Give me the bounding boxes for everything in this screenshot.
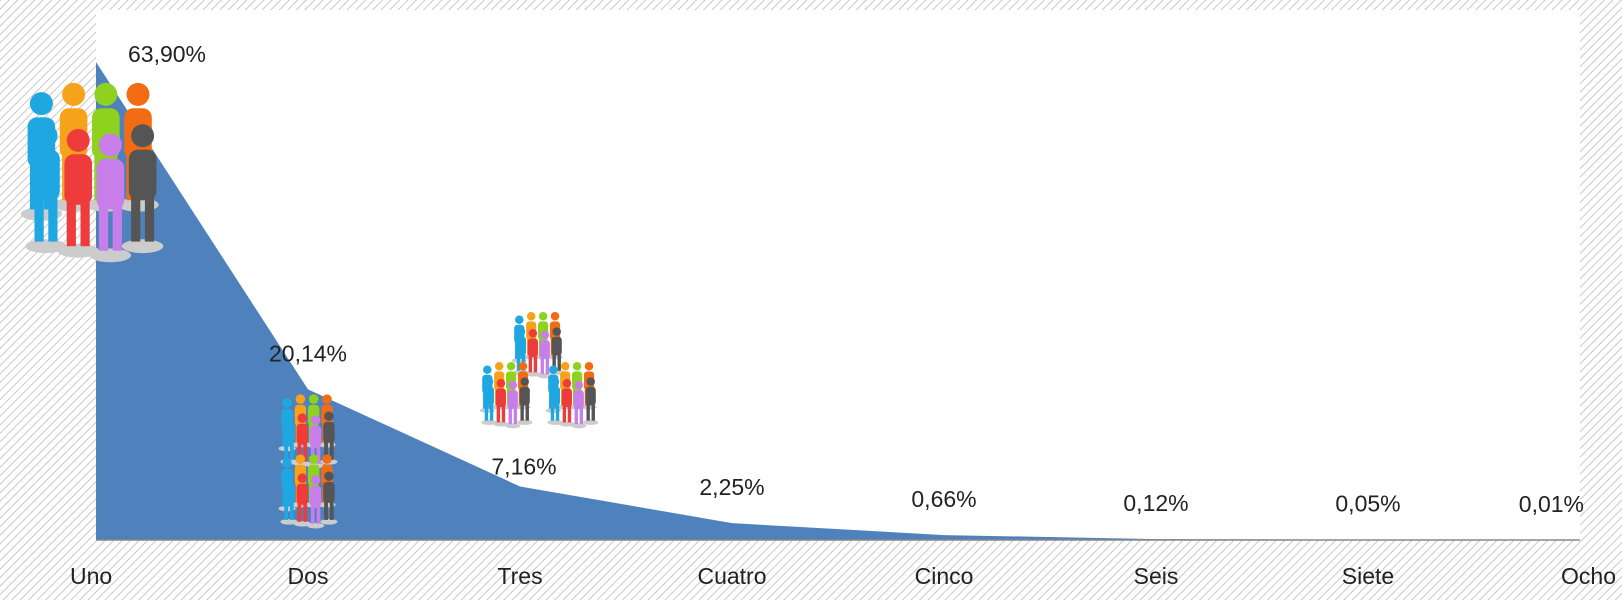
value-label: 63,90% [128, 41, 206, 67]
x-tick-label: Cuatro [697, 563, 766, 589]
value-label: 0,01% [1519, 491, 1584, 517]
marks [96, 62, 1580, 541]
x-tick-label: Seis [1134, 563, 1179, 589]
value-label: 0,05% [1335, 491, 1400, 517]
x-tick-label: Siete [1342, 563, 1394, 589]
value-label: 20,14% [269, 340, 347, 366]
x-tick-label: Cinco [915, 563, 974, 589]
x-tick-label: Tres [497, 563, 542, 589]
value-label: 2,25% [699, 474, 764, 500]
area [96, 62, 1580, 540]
x-tick-label: Ocho [1561, 563, 1616, 589]
x-tick-label: Dos [288, 563, 329, 589]
value-label: 0,66% [911, 486, 976, 512]
x-tick-label: Uno [70, 563, 112, 589]
value-label: 0,12% [1123, 490, 1188, 516]
labels: Uno 63,90% Dos 20,14% Tres 7,16% Cuatro 2,25% Ci… [70, 41, 1616, 589]
value-label: 7,16% [491, 454, 556, 480]
